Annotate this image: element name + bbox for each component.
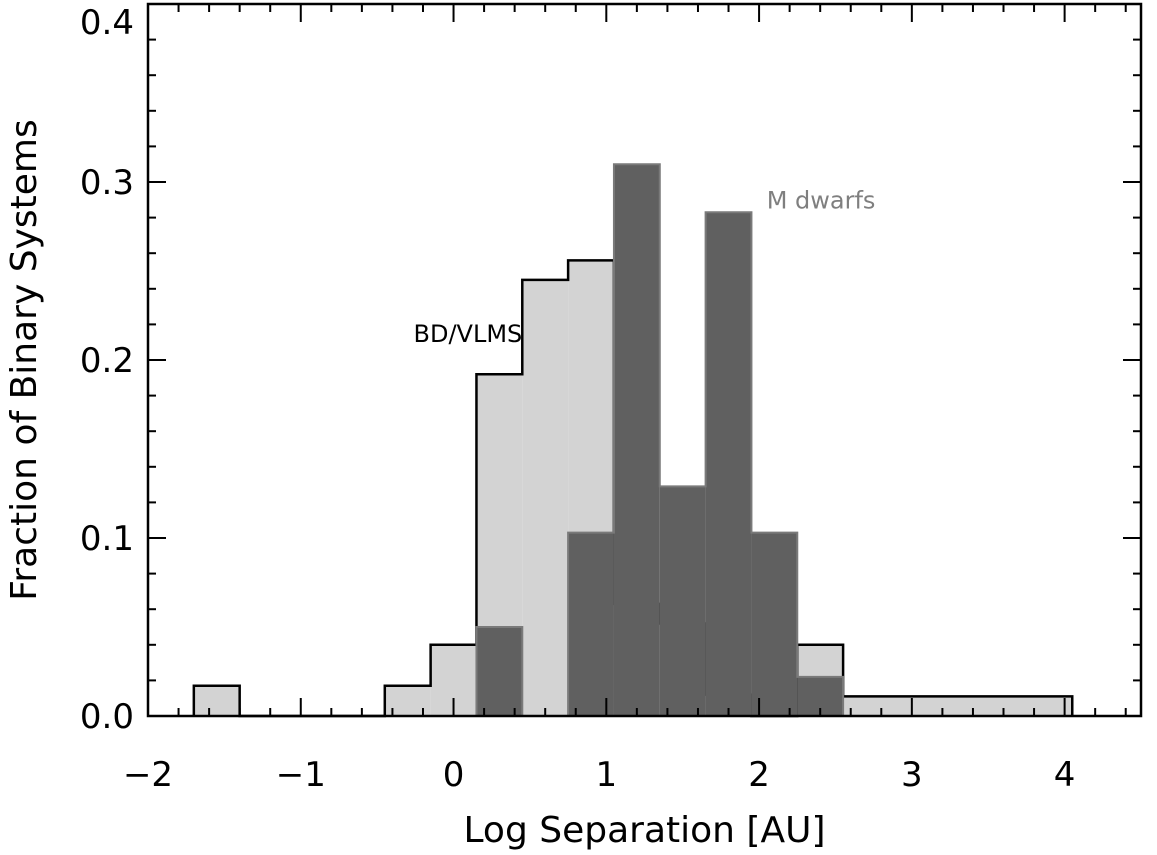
y-axis-title: Fraction of Binary Systems (4, 119, 45, 600)
m-dwarfs-bar-4 (659, 486, 706, 716)
plot-frame (146, 2, 1143, 718)
m-dwarfs-bar-6 (751, 532, 798, 716)
x-tick-labels: −2 −1 0 1 2 3 4 (123, 755, 1075, 795)
m-dwarfs-bar-2 (568, 532, 614, 716)
m-dwarfs-bar-5 (705, 212, 752, 716)
x-tick-label: 2 (748, 755, 770, 795)
bd-vlms-bar-5 (522, 279, 569, 716)
m-dwarfs-bar-0 (476, 627, 523, 716)
m-dwarfs-bar-3 (613, 164, 660, 716)
annotations: BD/VLMS M dwarfs (414, 187, 876, 349)
y-tick-label: 0.2 (80, 341, 134, 381)
x-tick-label: −2 (123, 755, 173, 795)
bd-vlms-bar-12 (843, 696, 1073, 716)
annotation-label: M dwarfs (767, 187, 876, 215)
x-tick-label: 4 (1054, 755, 1076, 795)
y-tick-label: 0.1 (80, 519, 134, 559)
x-tick-label: −1 (276, 755, 326, 795)
m-dwarfs-histogram (475, 163, 845, 717)
m-dwarfs-outline (475, 163, 845, 717)
x-axis-title: Log Separation [AU] (464, 810, 826, 851)
y-tick-label: 0.0 (80, 697, 134, 737)
annotation-label: BD/VLMS (414, 320, 523, 348)
x-tick-label: 1 (595, 755, 617, 795)
y-tick-label: 0.3 (80, 163, 134, 203)
x-tick-label: 0 (443, 755, 465, 795)
y-tick-label: 0.4 (80, 3, 134, 43)
x-tick-label: 3 (901, 755, 923, 795)
bd-vlms-bar-0 (193, 685, 240, 716)
y-tick-labels: 0.0 0.1 0.2 0.3 0.4 (80, 3, 134, 737)
